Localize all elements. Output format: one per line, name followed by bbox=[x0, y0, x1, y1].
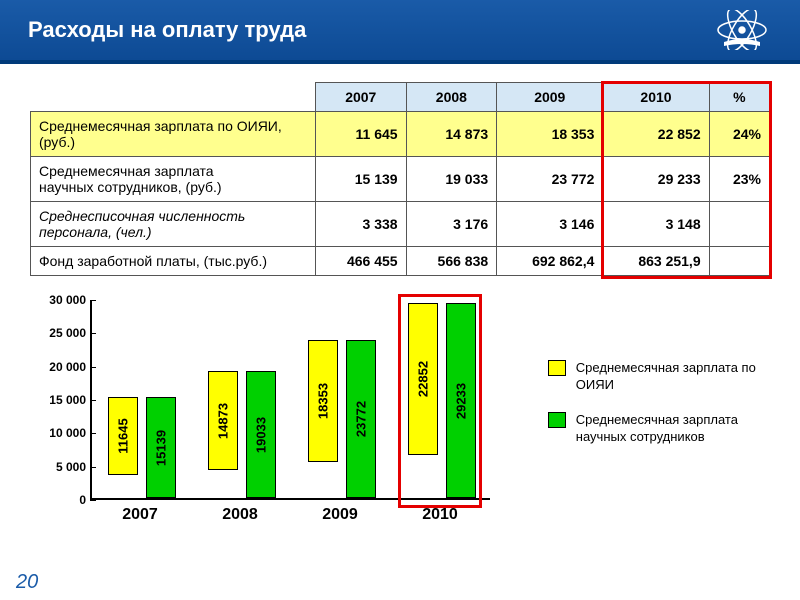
row-label: Среднесписочная численность персонала, (… bbox=[31, 202, 316, 247]
cell: 3 146 bbox=[497, 202, 603, 247]
y-tick-label: 0 bbox=[79, 493, 86, 507]
cell: 14 873 bbox=[406, 112, 497, 157]
th-2009: 2009 bbox=[497, 83, 603, 112]
bar-value-label: 23772 bbox=[354, 401, 369, 437]
slide-number: 20 bbox=[16, 571, 38, 594]
legend-swatch bbox=[548, 412, 566, 428]
cell bbox=[709, 202, 769, 247]
bar: 22852 bbox=[408, 303, 438, 455]
legend-label: Среднемесячная зарплата по ОИЯИ bbox=[576, 360, 770, 394]
bar: 11645 bbox=[108, 397, 138, 475]
cell: 3 148 bbox=[603, 202, 709, 247]
bar-value-label: 18353 bbox=[316, 383, 331, 419]
cell: 692 862,4 bbox=[497, 247, 603, 276]
bar-value-label: 29233 bbox=[454, 382, 469, 418]
bar-value-label: 14873 bbox=[216, 403, 231, 439]
cell: 19 033 bbox=[406, 157, 497, 202]
y-tick-label: 20 000 bbox=[49, 360, 86, 374]
x-axis-labels: 2007200820092010 bbox=[90, 506, 490, 524]
cell: 3 338 bbox=[316, 202, 407, 247]
table-row: Среднемесячная зарплата научных сотрудни… bbox=[31, 157, 770, 202]
bar-value-label: 22852 bbox=[416, 361, 431, 397]
th-2007: 2007 bbox=[316, 83, 407, 112]
cell: 23 772 bbox=[497, 157, 603, 202]
legend-label: Среднемесячная зарплата научных сотрудни… bbox=[576, 412, 770, 446]
y-tick-label: 15 000 bbox=[49, 393, 86, 407]
cell: 18 353 bbox=[497, 112, 603, 157]
bar-group: 18353 23772 bbox=[292, 340, 392, 498]
bar: 23772 bbox=[346, 340, 376, 498]
slide-title: Расходы на оплату труда bbox=[28, 17, 306, 43]
th-2008: 2008 bbox=[406, 83, 497, 112]
bar-group: 11645 15139 bbox=[92, 397, 192, 498]
legend-item: Среднемесячная зарплата по ОИЯИ bbox=[548, 360, 770, 394]
table-row: Среднесписочная численность персонала, (… bbox=[31, 202, 770, 247]
row-label: Фонд заработной платы, (тыс.руб.) bbox=[31, 247, 316, 276]
bar: 29233 bbox=[446, 303, 476, 498]
cell bbox=[709, 247, 769, 276]
plot-area: 11645 15139 14873 19033 18353 23772 22852 29233 bbox=[90, 300, 490, 500]
th-pct: % bbox=[709, 83, 769, 112]
table-row: Среднемесячная зарплата по ОИЯИ, (руб.)1… bbox=[31, 112, 770, 157]
x-tick-label: 2009 bbox=[290, 506, 390, 524]
bar-value-label: 11645 bbox=[116, 418, 131, 453]
y-tick-label: 30 000 bbox=[49, 293, 86, 307]
y-tick-label: 10 000 bbox=[49, 426, 86, 440]
cell: 466 455 bbox=[316, 247, 407, 276]
legend: Среднемесячная зарплата по ОИЯИ Среднемес… bbox=[548, 360, 770, 540]
th-blank bbox=[31, 83, 316, 112]
bar-value-label: 15139 bbox=[154, 429, 169, 465]
y-axis: 05 00010 00015 00020 00025 00030 000 bbox=[30, 300, 90, 500]
table-wrap: 2007 2008 2009 2010 % Среднемесячная зар… bbox=[30, 82, 770, 276]
y-tick-label: 5 000 bbox=[56, 460, 86, 474]
x-tick-label: 2007 bbox=[90, 506, 190, 524]
salary-table: 2007 2008 2009 2010 % Среднемесячная зар… bbox=[30, 82, 770, 276]
x-tick-label: 2008 bbox=[190, 506, 290, 524]
th-2010: 2010 bbox=[603, 83, 709, 112]
cell: 566 838 bbox=[406, 247, 497, 276]
chart-wrap: 05 00010 00015 00020 00025 00030 000 116… bbox=[30, 300, 770, 540]
logo-icon bbox=[712, 10, 772, 50]
cell: 23% bbox=[709, 157, 769, 202]
row-label: Среднемесячная зарплата по ОИЯИ, (руб.) bbox=[31, 112, 316, 157]
bar-group: 14873 19033 bbox=[192, 371, 292, 498]
bar: 19033 bbox=[246, 371, 276, 498]
row-label: Среднемесячная зарплата научных сотрудни… bbox=[31, 157, 316, 202]
legend-item: Среднемесячная зарплата научных сотрудни… bbox=[548, 412, 770, 446]
cell: 22 852 bbox=[603, 112, 709, 157]
table-row: Фонд заработной платы, (тыс.руб.)466 455… bbox=[31, 247, 770, 276]
cell: 11 645 bbox=[316, 112, 407, 157]
bar: 15139 bbox=[146, 397, 176, 498]
bar-value-label: 19033 bbox=[254, 416, 269, 452]
cell: 15 139 bbox=[316, 157, 407, 202]
bar: 14873 bbox=[208, 371, 238, 470]
bar-group: 22852 29233 bbox=[392, 303, 492, 498]
cell: 24% bbox=[709, 112, 769, 157]
bar-chart: 05 00010 00015 00020 00025 00030 000 116… bbox=[30, 300, 498, 540]
y-tick-mark bbox=[90, 500, 96, 501]
cell: 29 233 bbox=[603, 157, 709, 202]
x-tick-label: 2010 bbox=[390, 506, 490, 524]
cell: 3 176 bbox=[406, 202, 497, 247]
slide-header: Расходы на оплату труда bbox=[0, 0, 800, 64]
content-area: 2007 2008 2009 2010 % Среднемесячная зар… bbox=[0, 64, 800, 550]
y-tick-label: 25 000 bbox=[49, 326, 86, 340]
legend-swatch bbox=[548, 360, 566, 376]
cell: 863 251,9 bbox=[603, 247, 709, 276]
bar: 18353 bbox=[308, 340, 338, 462]
table-header-row: 2007 2008 2009 2010 % bbox=[31, 83, 770, 112]
